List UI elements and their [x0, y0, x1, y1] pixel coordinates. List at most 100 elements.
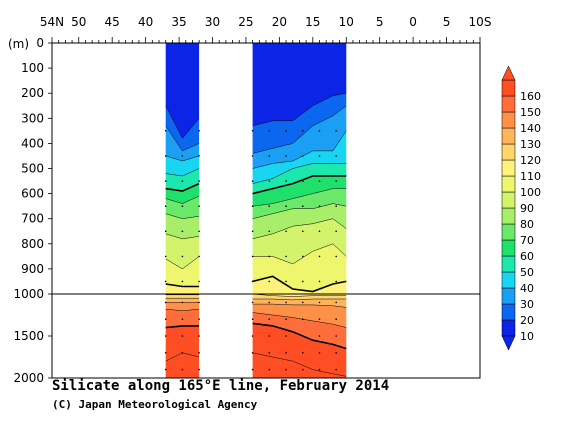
sample-point: [285, 335, 287, 337]
colorbar-segment: [501, 143, 516, 161]
contour-line: [165, 125, 200, 152]
sample-point: [164, 155, 167, 157]
colorbar-segment: [501, 303, 516, 321]
sample-point: [335, 205, 338, 207]
contour-band: [252, 188, 347, 219]
contour-line: [165, 105, 200, 139]
sample-point: [268, 230, 271, 233]
sample-point: [251, 130, 254, 132]
contour-band: [165, 309, 200, 328]
contour-band: [165, 325, 200, 362]
sample-point: [198, 180, 200, 182]
contour-band: [165, 155, 200, 176]
sample-point: [302, 180, 304, 182]
y-tick-label: 500: [21, 162, 44, 176]
contour-band: [165, 298, 200, 303]
sample-point: [285, 180, 287, 182]
x-tick-label: 54N: [40, 15, 64, 29]
sample-point: [285, 301, 287, 304]
contour-line: [252, 188, 347, 207]
sample-point: [335, 230, 338, 233]
contour-line: [165, 325, 200, 329]
sample-point: [335, 352, 338, 354]
sample-point: [335, 255, 338, 258]
sample-point: [164, 230, 167, 233]
colorbar-label: 120: [520, 154, 541, 167]
contour-band: [252, 43, 347, 126]
colorbar-segment: [501, 271, 516, 289]
sample-point: [251, 155, 254, 157]
sample-point: [318, 155, 321, 157]
colorbar-label: 60: [520, 250, 534, 263]
sample-point: [318, 130, 321, 132]
sample-point: [318, 335, 321, 337]
sample-point: [198, 352, 200, 354]
sample-point: [302, 155, 304, 157]
sample-point: [251, 301, 254, 304]
sample-point: [164, 352, 167, 354]
sample-point: [198, 155, 200, 157]
sample-point: [164, 335, 167, 337]
sample-point: [164, 368, 167, 371]
sample-point: [285, 280, 287, 283]
sample-point: [181, 368, 184, 371]
colorbar-segment: [501, 207, 516, 225]
sample-point: [268, 180, 271, 182]
contour-band: [252, 276, 347, 297]
contour-line: [252, 352, 347, 377]
colorbar-segment: [501, 79, 516, 97]
contour-band: [165, 233, 200, 269]
colorbar-label: 100: [520, 186, 541, 199]
sample-point: [318, 255, 321, 258]
sample-point: [181, 335, 184, 337]
sample-point: [335, 280, 338, 283]
sample-point: [181, 230, 184, 233]
y-tick-label: 700: [21, 212, 44, 226]
y-tick-label: 400: [21, 136, 44, 150]
colorbar-segment: [501, 223, 516, 241]
sample-point: [318, 368, 321, 371]
sample-point: [268, 368, 271, 371]
contour-band: [165, 213, 200, 239]
sample-point: [285, 368, 287, 371]
x-tick-label: 20: [272, 15, 287, 29]
colorbar-label: 10: [520, 330, 534, 343]
sample-point: [164, 255, 167, 258]
contour-line: [165, 233, 200, 240]
sample-point: [251, 205, 254, 207]
x-tick-label: 40: [138, 15, 153, 29]
sample-point: [318, 318, 321, 321]
sample-point: [251, 335, 254, 337]
colorbar-segment: [501, 287, 516, 305]
sample-point: [285, 205, 287, 207]
sample-point: [268, 335, 271, 337]
sample-point: [268, 318, 271, 321]
y-tick-label: 900: [21, 262, 44, 276]
colorbar-segment: [501, 239, 516, 257]
colorbar-segment: [501, 255, 516, 273]
contour-band: [165, 302, 200, 311]
sample-point: [302, 335, 304, 337]
sample-point: [302, 352, 304, 354]
sample-point: [268, 301, 271, 304]
colorbar-segment: [501, 319, 516, 337]
sample-point: [198, 301, 200, 304]
sample-point: [268, 155, 271, 157]
colorbar-label: 20: [520, 314, 534, 327]
contour-line: [165, 155, 200, 162]
sample-point: [251, 352, 254, 354]
contour-band: [252, 163, 347, 194]
colorbar-label: 150: [520, 106, 541, 119]
sample-point: [302, 280, 304, 283]
sample-point: [181, 255, 184, 258]
contour-band: [165, 105, 200, 151]
sample-point: [268, 280, 271, 283]
sample-point: [302, 255, 304, 258]
contour-band: [252, 243, 347, 292]
sample-point: [318, 180, 321, 182]
sample-point: [181, 180, 184, 182]
sample-point: [302, 368, 304, 371]
colorbar-segment: [501, 127, 516, 145]
sample-point: [198, 368, 200, 371]
sample-point: [335, 318, 338, 321]
